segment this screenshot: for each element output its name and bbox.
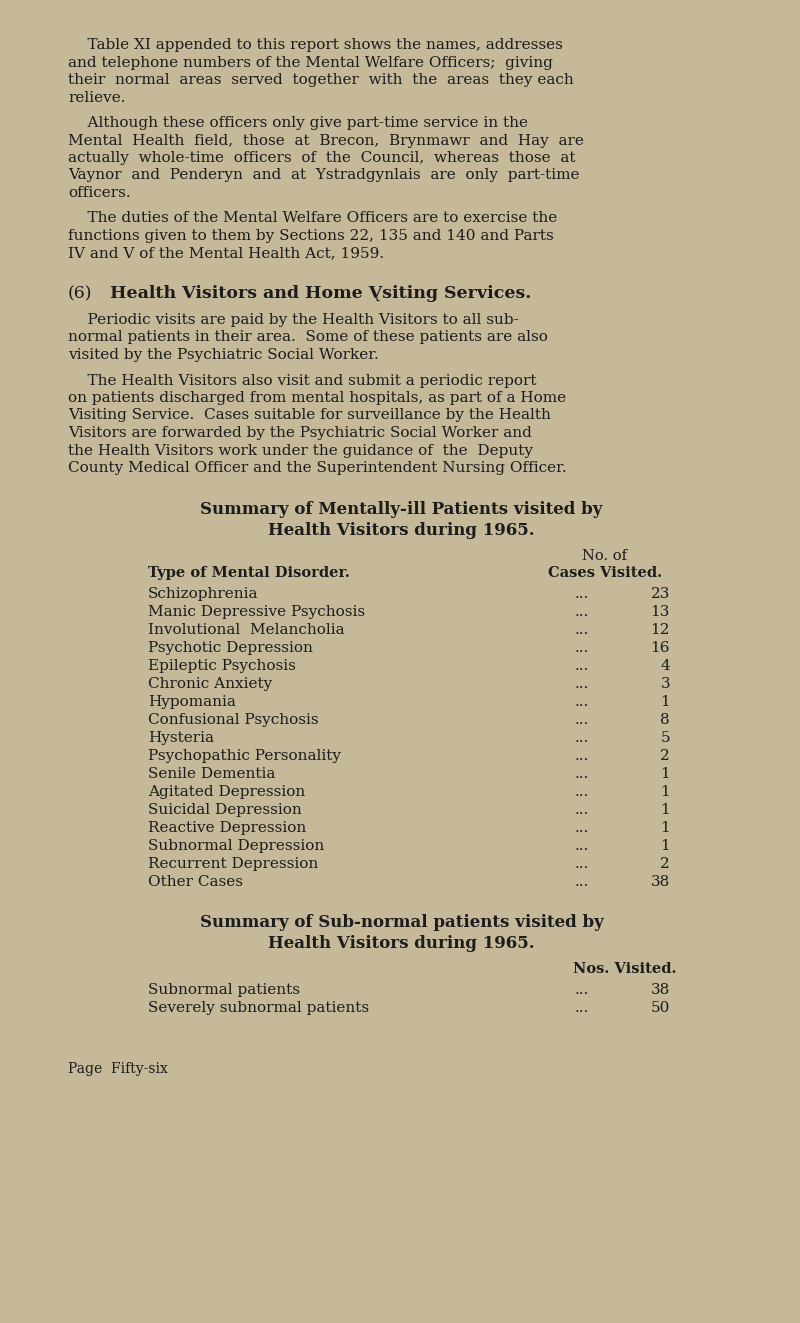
Text: ...: ... — [575, 677, 590, 691]
Text: 3: 3 — [660, 677, 670, 691]
Text: The Health Visitors also visit and submit a periodic report: The Health Visitors also visit and submi… — [68, 373, 537, 388]
Text: Recurrent Depression: Recurrent Depression — [148, 857, 318, 872]
Text: 8: 8 — [660, 713, 670, 728]
Text: Reactive Depression: Reactive Depression — [148, 822, 306, 835]
Text: Agitated Depression: Agitated Depression — [148, 786, 306, 799]
Text: Health Visitors during 1965.: Health Visitors during 1965. — [268, 523, 535, 540]
Text: (6): (6) — [68, 284, 93, 302]
Text: Health Visitors during 1965.: Health Visitors during 1965. — [268, 935, 535, 953]
Text: Senile Dementia: Senile Dementia — [148, 767, 275, 782]
Text: ...: ... — [575, 876, 590, 889]
Text: relieve.: relieve. — [68, 90, 126, 105]
Text: ...: ... — [575, 749, 590, 763]
Text: their  normal  areas  served  together  with  the  areas  they each: their normal areas served together with … — [68, 73, 574, 87]
Text: 2: 2 — [660, 857, 670, 872]
Text: Psychopathic Personality: Psychopathic Personality — [148, 749, 341, 763]
Text: County Medical Officer and the Superintendent Nursing Officer.: County Medical Officer and the Superinte… — [68, 460, 566, 475]
Text: ...: ... — [575, 713, 590, 728]
Text: 1: 1 — [660, 695, 670, 709]
Text: Confusional Psychosis: Confusional Psychosis — [148, 713, 318, 728]
Text: IV and V of the Mental Health Act, 1959.: IV and V of the Mental Health Act, 1959. — [68, 246, 384, 261]
Text: Mental  Health  field,  those  at  Brecon,  Brynmawr  and  Hay  are: Mental Health field, those at Brecon, Br… — [68, 134, 584, 147]
Text: Other Cases: Other Cases — [148, 876, 243, 889]
Text: Vaynor  and  Penderyn  and  at  Ystradgynlais  are  only  part-time: Vaynor and Penderyn and at Ystradgynlais… — [68, 168, 579, 183]
Text: ...: ... — [575, 857, 590, 872]
Text: ...: ... — [575, 623, 590, 638]
Text: Hypomania: Hypomania — [148, 695, 236, 709]
Text: Visitors are forwarded by the Psychiatric Social Worker and: Visitors are forwarded by the Psychiatri… — [68, 426, 532, 441]
Text: Summary of Mentally-ill Patients visited by: Summary of Mentally-ill Patients visited… — [200, 501, 602, 519]
Text: normal patients in their area.  Some of these patients are also: normal patients in their area. Some of t… — [68, 331, 548, 344]
Text: Severely subnormal patients: Severely subnormal patients — [148, 1000, 369, 1015]
Text: 1: 1 — [660, 839, 670, 853]
Text: Chronic Anxiety: Chronic Anxiety — [148, 677, 272, 691]
Text: Periodic visits are paid by the Health Visitors to all sub-: Periodic visits are paid by the Health V… — [68, 314, 518, 327]
Text: Type of Mental Disorder.: Type of Mental Disorder. — [148, 566, 350, 579]
Text: ...: ... — [575, 587, 590, 601]
Text: Cases Visited.: Cases Visited. — [548, 566, 662, 579]
Text: Nos. Visited.: Nos. Visited. — [574, 962, 677, 975]
Text: Suicidal Depression: Suicidal Depression — [148, 803, 302, 818]
Text: 16: 16 — [650, 642, 670, 655]
Text: ...: ... — [575, 839, 590, 853]
Text: 12: 12 — [650, 623, 670, 638]
Text: visited by the Psychiatric Social Worker.: visited by the Psychiatric Social Worker… — [68, 348, 378, 363]
Text: 4: 4 — [660, 659, 670, 673]
Text: Manic Depressive Psychosis: Manic Depressive Psychosis — [148, 605, 365, 619]
Text: No. of: No. of — [582, 549, 627, 562]
Text: Involutional  Melancholia: Involutional Melancholia — [148, 623, 345, 638]
Text: 13: 13 — [650, 605, 670, 619]
Text: Table XI appended to this report shows the names, addresses: Table XI appended to this report shows t… — [68, 38, 563, 52]
Text: Summary of Sub-normal patients visited by: Summary of Sub-normal patients visited b… — [200, 914, 603, 931]
Text: 1: 1 — [660, 786, 670, 799]
Text: Health Visitors and Home V̨siting Services.: Health Visitors and Home V̨siting Servic… — [110, 284, 531, 302]
Text: 38: 38 — [650, 876, 670, 889]
Text: 2: 2 — [660, 749, 670, 763]
Text: and telephone numbers of the Mental Welfare Officers;  giving: and telephone numbers of the Mental Welf… — [68, 56, 553, 70]
Text: ...: ... — [575, 605, 590, 619]
Text: ...: ... — [575, 695, 590, 709]
Text: 23: 23 — [650, 587, 670, 601]
Text: Psychotic Depression: Psychotic Depression — [148, 642, 313, 655]
Text: Hysteria: Hysteria — [148, 732, 214, 745]
Text: ...: ... — [575, 786, 590, 799]
Text: the Health Visitors work under the guidance of  the  Deputy: the Health Visitors work under the guida… — [68, 443, 533, 458]
Text: ...: ... — [575, 642, 590, 655]
Text: ...: ... — [575, 822, 590, 835]
Text: ...: ... — [575, 732, 590, 745]
Text: The duties of the Mental Welfare Officers are to exercise the: The duties of the Mental Welfare Officer… — [68, 212, 558, 225]
Text: 1: 1 — [660, 767, 670, 782]
Text: on patients discharged from mental hospitals, as part of a Home: on patients discharged from mental hospi… — [68, 392, 566, 405]
Text: Subnormal patients: Subnormal patients — [148, 983, 300, 996]
Text: Visiting Service.  Cases suitable for surveillance by the Health: Visiting Service. Cases suitable for sur… — [68, 409, 551, 422]
Text: actually  whole-time  officers  of  the  Council,  whereas  those  at: actually whole-time officers of the Coun… — [68, 151, 575, 165]
Text: 1: 1 — [660, 822, 670, 835]
Text: Subnormal Depression: Subnormal Depression — [148, 839, 324, 853]
Text: 38: 38 — [650, 983, 670, 996]
Text: ...: ... — [575, 767, 590, 782]
Text: ...: ... — [575, 983, 590, 996]
Text: ...: ... — [575, 659, 590, 673]
Text: functions given to them by Sections 22, 135 and 140 and Parts: functions given to them by Sections 22, … — [68, 229, 554, 243]
Text: 50: 50 — [650, 1000, 670, 1015]
Text: 5: 5 — [660, 732, 670, 745]
Text: ...: ... — [575, 803, 590, 818]
Text: Schizophrenia: Schizophrenia — [148, 587, 258, 601]
Text: ...: ... — [575, 1000, 590, 1015]
Text: Epileptic Psychosis: Epileptic Psychosis — [148, 659, 296, 673]
Text: officers.: officers. — [68, 187, 130, 200]
Text: Page  Fifty-six: Page Fifty-six — [68, 1062, 168, 1077]
Text: Although these officers only give part-time service in the: Although these officers only give part-t… — [68, 116, 528, 130]
Text: 1: 1 — [660, 803, 670, 818]
